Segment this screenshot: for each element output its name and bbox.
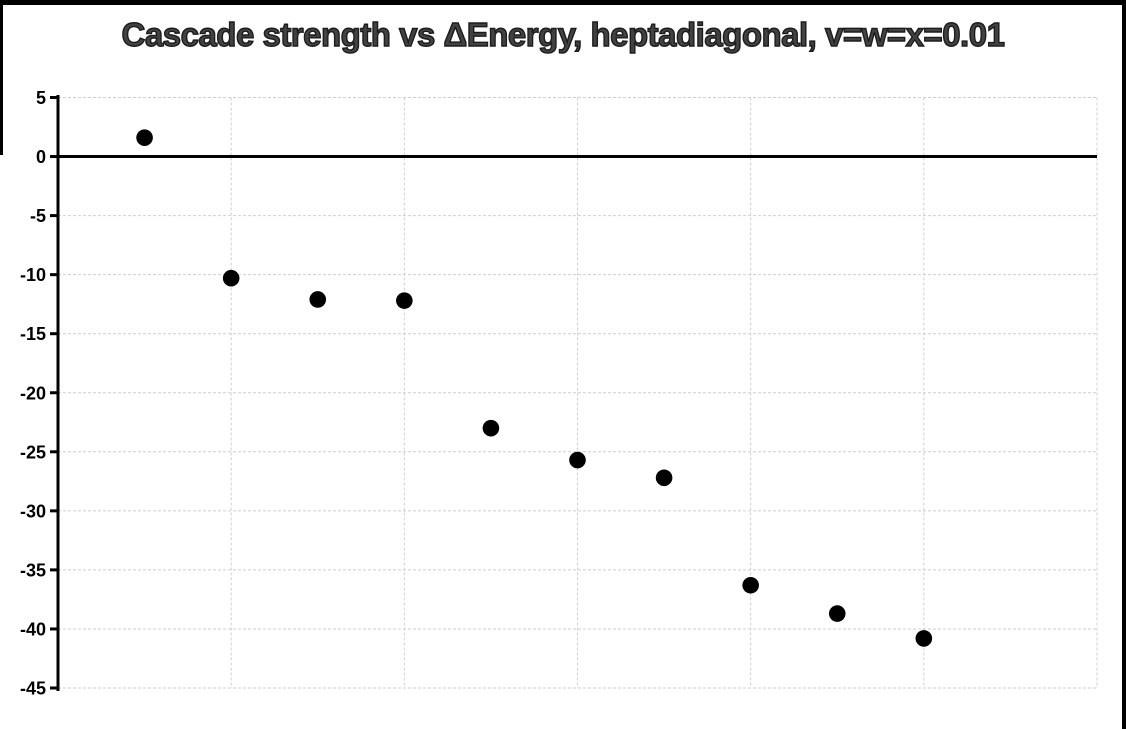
y-tick-label: 0 [36,147,46,167]
data-point [569,451,586,469]
frame-border-top [0,0,1126,5]
data-point [136,129,153,146]
chart-title: Cascade strength vs ΔEnergy, heptadiagon… [121,15,1006,53]
data-point [222,269,240,287]
y-tick-label: -45 [20,679,46,699]
y-tick-label: -15 [20,324,46,344]
data-point [309,291,327,308]
data-point [482,419,500,437]
y-tick-label: -25 [20,442,46,462]
frame-border-right [1122,0,1126,729]
frame-border-left-partial [0,0,3,155]
data-point [828,605,846,622]
y-tick-label: -20 [20,383,46,403]
data-point [396,292,413,309]
y-tick-label: -35 [20,560,46,580]
y-tick-label: -10 [20,265,46,285]
y-tick-label: -5 [30,206,46,226]
data-point [742,576,759,594]
data-point [655,469,673,487]
y-tick-label: 5 [36,88,46,108]
y-tick-label: -40 [20,619,46,639]
y-tick-label: -30 [20,501,46,521]
data-point [915,630,933,647]
